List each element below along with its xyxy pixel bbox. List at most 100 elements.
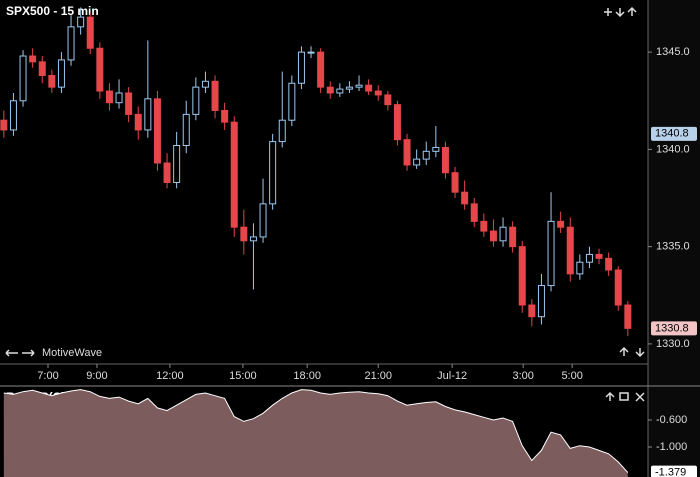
candle-body (547, 220, 555, 287)
candle-body (173, 145, 181, 183)
candle-body (403, 139, 411, 166)
candle (509, 221, 517, 253)
candle-body (249, 236, 257, 242)
x-tick-label: 21:00 (364, 370, 392, 382)
candle (365, 79, 373, 95)
candle (393, 100, 401, 146)
candle (461, 180, 469, 210)
candle (9, 92, 17, 136)
candle (326, 81, 334, 99)
candle (288, 75, 296, 127)
pane-icon[interactable] (605, 391, 645, 402)
chart-title: SPX500 - 15 min (6, 4, 99, 18)
candle (192, 77, 200, 121)
candle (240, 209, 248, 255)
candle (345, 81, 353, 93)
candle-body (317, 51, 325, 88)
candle-body (326, 86, 334, 94)
candle-body (624, 304, 632, 329)
scale-icon[interactable] (619, 346, 645, 358)
candle-body (259, 203, 267, 238)
y-tick-label: 1340.0 (656, 143, 690, 155)
area-fill (3, 389, 628, 477)
candle-body (278, 119, 286, 143)
candle (86, 13, 94, 55)
candle-body (499, 226, 507, 242)
candle (38, 56, 46, 84)
candle (259, 178, 267, 243)
candle (0, 110, 8, 138)
candle (614, 266, 622, 311)
scroll-icon[interactable] (5, 349, 35, 357)
candle (105, 83, 113, 111)
last-value-label: -1.379 (655, 467, 686, 477)
candle-body (230, 121, 238, 228)
candle-body (211, 80, 219, 111)
candle (173, 131, 181, 189)
candle (48, 69, 56, 93)
candle-body (182, 113, 190, 147)
candle-body (153, 98, 161, 164)
candle-body (365, 84, 373, 92)
candle (211, 75, 219, 119)
candle-body (413, 158, 421, 166)
y-tick-label: 1335.0 (656, 241, 690, 253)
candle-body (269, 141, 277, 205)
candle-body (0, 119, 8, 131)
candle (470, 198, 478, 228)
candle-body (105, 90, 113, 104)
candle-body (19, 55, 27, 102)
x-tick-label: 5:00 (561, 370, 582, 382)
candle-body (374, 90, 382, 96)
x-tick-label: Jul-12 (437, 370, 467, 382)
candle-body (57, 59, 65, 88)
x-tick-label: 9:00 (86, 370, 107, 382)
candle-body (288, 82, 296, 121)
candle-body (163, 162, 171, 183)
candle (518, 240, 526, 313)
candle (19, 50, 27, 107)
candle-body (557, 220, 565, 228)
candle-body (192, 86, 200, 115)
candle (29, 48, 37, 68)
candle-body (461, 191, 469, 205)
y-tick-label: 1330.0 (656, 338, 690, 350)
candle (576, 254, 584, 280)
candle-body (29, 55, 37, 63)
candle-body (509, 226, 517, 248)
candle-body (537, 285, 545, 318)
x-tick-label: 15:00 (229, 370, 257, 382)
candle-body (134, 113, 142, 131)
candle-body (115, 92, 123, 104)
candle-body (480, 220, 488, 232)
candle (374, 85, 382, 101)
candle (422, 141, 430, 165)
price-marker-box (651, 126, 697, 141)
candle (489, 219, 497, 247)
maximize-icon[interactable] (619, 392, 629, 401)
icons (5, 6, 645, 402)
candle (144, 40, 152, 138)
candle (77, 7, 85, 35)
price-axis (648, 0, 700, 477)
y-tick-label: -1.000 (656, 441, 687, 453)
candle (134, 106, 142, 140)
x-tick-label: 7:00 (37, 370, 58, 382)
candle (269, 133, 277, 210)
candle (624, 301, 632, 337)
candle (230, 116, 238, 237)
candle-body (345, 86, 353, 90)
candle-body (86, 16, 94, 49)
candle-body (9, 100, 17, 131)
candle (547, 192, 555, 292)
candle-body (422, 150, 430, 160)
toolbar-icon[interactable] (604, 6, 637, 18)
candle-body (470, 203, 478, 222)
candle (451, 166, 459, 199)
candle-body (336, 88, 344, 94)
candle (499, 217, 507, 247)
candle-body (67, 26, 75, 61)
candle (432, 126, 440, 158)
candle (96, 42, 104, 99)
